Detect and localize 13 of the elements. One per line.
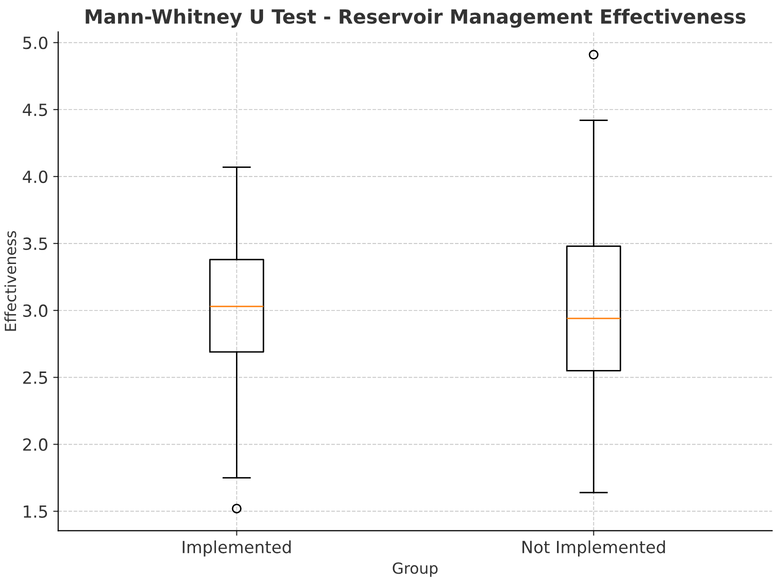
y-tick-label: 3.0 bbox=[23, 304, 48, 317]
x-tick-label: Not Implemented bbox=[522, 540, 665, 557]
y-tick-label: 4.0 bbox=[22, 170, 48, 184]
x-tick-label: Implemented bbox=[182, 540, 291, 557]
y-tick-label: 2.0 bbox=[23, 438, 48, 451]
y-tick-label: 4.5 bbox=[22, 104, 48, 116]
y-tick-label: 5.0 bbox=[23, 36, 48, 50]
y-tick-label: 2.5 bbox=[23, 371, 48, 384]
y-tick-label: 1.5 bbox=[24, 505, 48, 518]
chart-title: Mann-Whitney U Test - Reservoir Management Effectiveness bbox=[86, 8, 746, 28]
y-axis-title: Effectiveness bbox=[4, 231, 16, 331]
y-tick-label: 3.5 bbox=[23, 237, 48, 250]
x-axis-title: Group bbox=[392, 562, 438, 577]
